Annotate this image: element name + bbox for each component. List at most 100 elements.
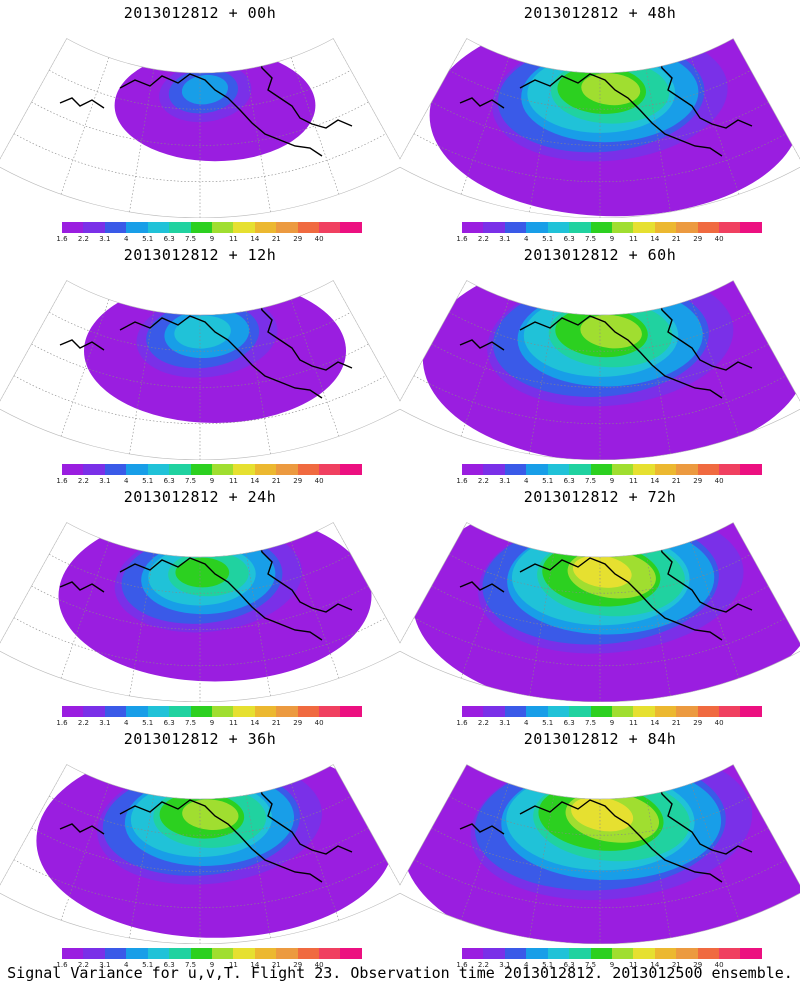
colorbar-tick-label: 2.2 (477, 719, 489, 727)
map-panel: 2013012812 + 00h 1.6 2.2 3.1 4 5.1 6.3 7.5 9 11 1… (0, 0, 400, 243)
colorbar-swatch (147, 222, 170, 233)
colorbar-swatch (62, 706, 84, 717)
colorbar-tick-label: 14 (650, 477, 660, 485)
colorbar-tick-label: 11 (228, 719, 238, 727)
colorbar-tick-label: 21 (671, 477, 681, 485)
colorbar-swatch (169, 464, 191, 475)
colorbar-tick-label: 4 (124, 235, 129, 243)
colorbar-tick-label: 21 (671, 235, 681, 243)
colorbar-tick-label: 5.1 (142, 477, 154, 485)
colorbar-tick-label: 1.6 (456, 719, 468, 727)
colorbar-swatch (319, 948, 341, 959)
colorbar-tick-label: 40 (314, 719, 324, 727)
colorbar-swatch (147, 948, 170, 959)
colorbar-tick-label: 14 (250, 961, 260, 969)
colorbar-swatch (633, 706, 655, 717)
colorbar-swatch (569, 948, 591, 959)
colorbar-tick-label: 7.5 (584, 477, 597, 485)
colorbar-swatch (462, 464, 484, 475)
figure-caption: Signal Variance for u,v,T. Flight 23. Ob… (7, 964, 793, 982)
colorbar-swatch (297, 222, 320, 233)
colorbar-swatch (62, 948, 84, 959)
colorbar-swatch (190, 706, 212, 717)
colorbar-swatch (83, 948, 105, 959)
colorbar-tick-label: 9 (609, 477, 615, 485)
colorbar-tick-label: 7.5 (184, 719, 197, 727)
colorbar-swatch (462, 222, 484, 233)
colorbar (62, 948, 362, 959)
colorbar-swatch (211, 464, 234, 475)
colorbar-swatch (569, 222, 591, 233)
colorbar (462, 464, 762, 475)
colorbar-tick-label: 3.1 (499, 477, 511, 485)
panel-title: 2013012812 + 48h (523, 4, 677, 22)
colorbar-tick-label: 9 (609, 719, 615, 727)
colorbar-tick-label: 6.3 (163, 235, 175, 243)
colorbar-swatch (590, 706, 612, 717)
colorbar-tick-label: 40 (714, 235, 724, 243)
colorbar-tick-label: 5.1 (142, 961, 154, 969)
colorbar-tick-label: 7.5 (584, 235, 597, 243)
colorbar-tick-label: 3.1 (99, 235, 111, 243)
colorbar-tick-label: 14 (650, 961, 660, 969)
colorbar-swatch (126, 222, 148, 233)
colorbar-swatch (233, 222, 255, 233)
colorbar-swatch (319, 706, 341, 717)
colorbar-tick-label: 40 (714, 961, 724, 969)
colorbar-swatch (719, 222, 741, 233)
colorbar-swatch (126, 706, 148, 717)
colorbar-swatch (719, 706, 741, 717)
colorbar-swatch (83, 222, 105, 233)
variance-map (0, 38, 400, 218)
colorbar-tick-label: 6.3 (563, 235, 575, 243)
colorbar-labels: 1.6 2.2 3.1 4 5.1 6.3 7.5 9 11 14 21 29 40 (56, 477, 362, 487)
colorbar-swatch (169, 222, 191, 233)
colorbar-tick-label: 9 (209, 477, 215, 485)
colorbar-tick-label: 21 (671, 719, 681, 727)
colorbar-swatch (676, 948, 698, 959)
colorbar-swatch (654, 222, 677, 233)
colorbar-tick-label: 6.3 (563, 961, 575, 969)
colorbar-swatch (611, 948, 634, 959)
colorbar-tick-label: 1.6 (56, 235, 68, 243)
colorbar-tick-label: 4 (124, 477, 129, 485)
colorbar-swatch (190, 464, 212, 475)
colorbar-swatch (104, 222, 127, 233)
colorbar-swatch (340, 948, 362, 959)
colorbar-tick-label: 29 (693, 719, 703, 727)
map-panel: 2013012812 + 84h 1.6 2.2 3.1 4 5.1 6.3 7.5 9 11 1… (400, 726, 800, 969)
colorbar-labels: 1.6 2.2 3.1 4 5.1 6.3 7.5 9 11 14 21 29 40 (456, 477, 762, 487)
variance-map (400, 38, 800, 218)
colorbar-tick-label: 40 (314, 235, 324, 243)
colorbar-swatch (633, 464, 655, 475)
colorbar-tick-label: 21 (671, 961, 681, 969)
variance-map (400, 280, 800, 460)
colorbar-tick-label: 6.3 (563, 477, 575, 485)
colorbar-swatch (462, 948, 484, 959)
colorbar-swatch (233, 706, 255, 717)
colorbar-tick-label: 11 (228, 235, 238, 243)
colorbar-tick-label: 5.1 (542, 961, 554, 969)
panel-title: 2013012812 + 84h (523, 730, 677, 748)
panel-title: 2013012812 + 60h (523, 246, 677, 264)
colorbar-swatch (676, 464, 698, 475)
colorbar-swatch (504, 222, 527, 233)
panel-title: 2013012812 + 24h (123, 488, 277, 506)
map-panel: 2013012812 + 48h 1.6 2.2 3.1 4 5.1 6.3 7.5 9 11 1… (400, 0, 800, 243)
colorbar-swatch (297, 464, 320, 475)
colorbar-tick-label: 5.1 (542, 719, 554, 727)
colorbar-swatch (169, 948, 191, 959)
colorbar-tick-label: 4 (524, 719, 529, 727)
colorbar-swatch (740, 222, 762, 233)
colorbar-labels: 1.6 2.2 3.1 4 5.1 6.3 7.5 9 11 14 21 29 40 (56, 235, 362, 245)
colorbar-swatch (340, 706, 362, 717)
colorbar-tick-label: 7.5 (584, 961, 597, 969)
map-panel: 2013012812 + 12h 1.6 2.2 3.1 4 5.1 6.3 7.5 9 11 1… (0, 242, 400, 485)
colorbar-tick-label: 14 (250, 235, 260, 243)
colorbar-swatch (697, 222, 720, 233)
colorbar-tick-label: 11 (628, 477, 638, 485)
colorbar-swatch (676, 706, 698, 717)
colorbar-tick-label: 11 (228, 961, 238, 969)
colorbar-tick-label: 1.6 (56, 477, 68, 485)
variance-contour (572, 555, 632, 588)
